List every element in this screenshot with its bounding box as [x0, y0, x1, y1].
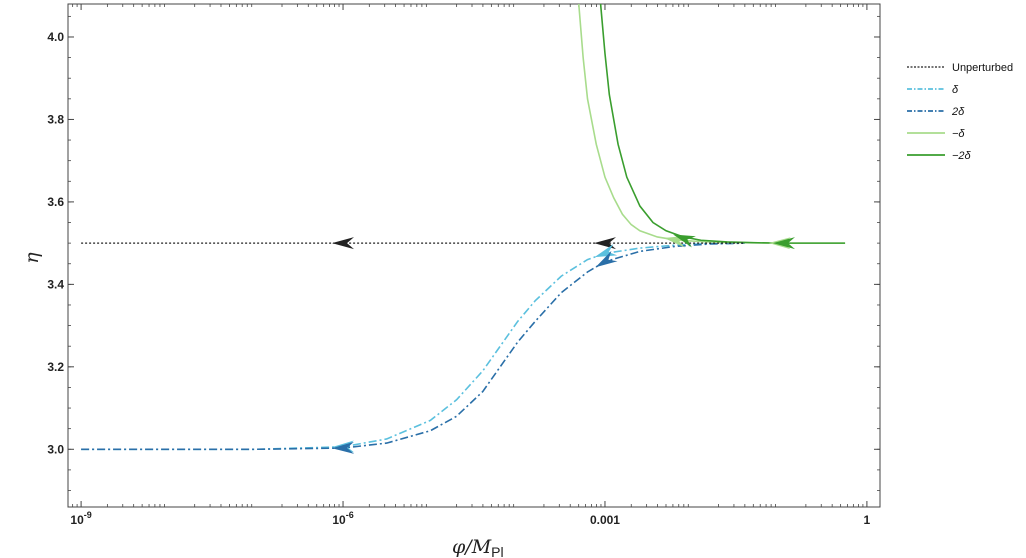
legend-label: Unperturbed [952, 62, 1013, 74]
direction-arrow [594, 244, 618, 258]
x-tick-label: 10-9 [70, 510, 91, 527]
series-line [577, 3, 846, 244]
plot-frame [67, 3, 881, 508]
arrow-layer [332, 234, 795, 454]
legend: Unperturbed δ 2δ −δ −2δ [907, 62, 1013, 162]
legend-label: 2δ [951, 106, 965, 118]
y-tick-label: 3.2 [47, 360, 64, 374]
y-tick-label: 3.8 [47, 112, 64, 126]
y-tick-label: 3.4 [47, 277, 64, 291]
legend-label: −2δ [952, 150, 972, 162]
direction-arrow [673, 234, 696, 248]
series-line [81, 242, 745, 451]
x-tick-label: 1 [864, 513, 871, 527]
direction-arrow [595, 250, 618, 268]
x-tick-label: 10-6 [332, 510, 353, 527]
series-layer [81, 3, 846, 451]
y-tick-label: 4.0 [47, 30, 64, 44]
x-axis-title-sub: Pl [491, 544, 503, 558]
y-tick-label: 3.6 [47, 195, 64, 209]
series-line [81, 242, 745, 451]
direction-arrow [773, 237, 795, 250]
legend-label: δ [952, 84, 959, 96]
direction-arrow [332, 441, 355, 454]
minor-ticks [68, 4, 880, 507]
y-tick-label: 3.0 [47, 442, 64, 456]
x-tick-label: 0.001 [590, 513, 620, 527]
x-axis: 10-9 10-6 0.001 1 [70, 4, 871, 527]
series-line [599, 3, 846, 244]
direction-arrow [594, 237, 616, 250]
legend-label: −δ [952, 128, 965, 140]
y-axis-title: η [21, 252, 43, 264]
direction-arrow [332, 237, 354, 250]
x-axis-title-main: φ/M [452, 536, 492, 558]
x-axis-title: φ/MPl [452, 536, 504, 558]
y-axis: 3.0 3.2 3.4 3.6 3.8 4.0 [47, 30, 880, 456]
